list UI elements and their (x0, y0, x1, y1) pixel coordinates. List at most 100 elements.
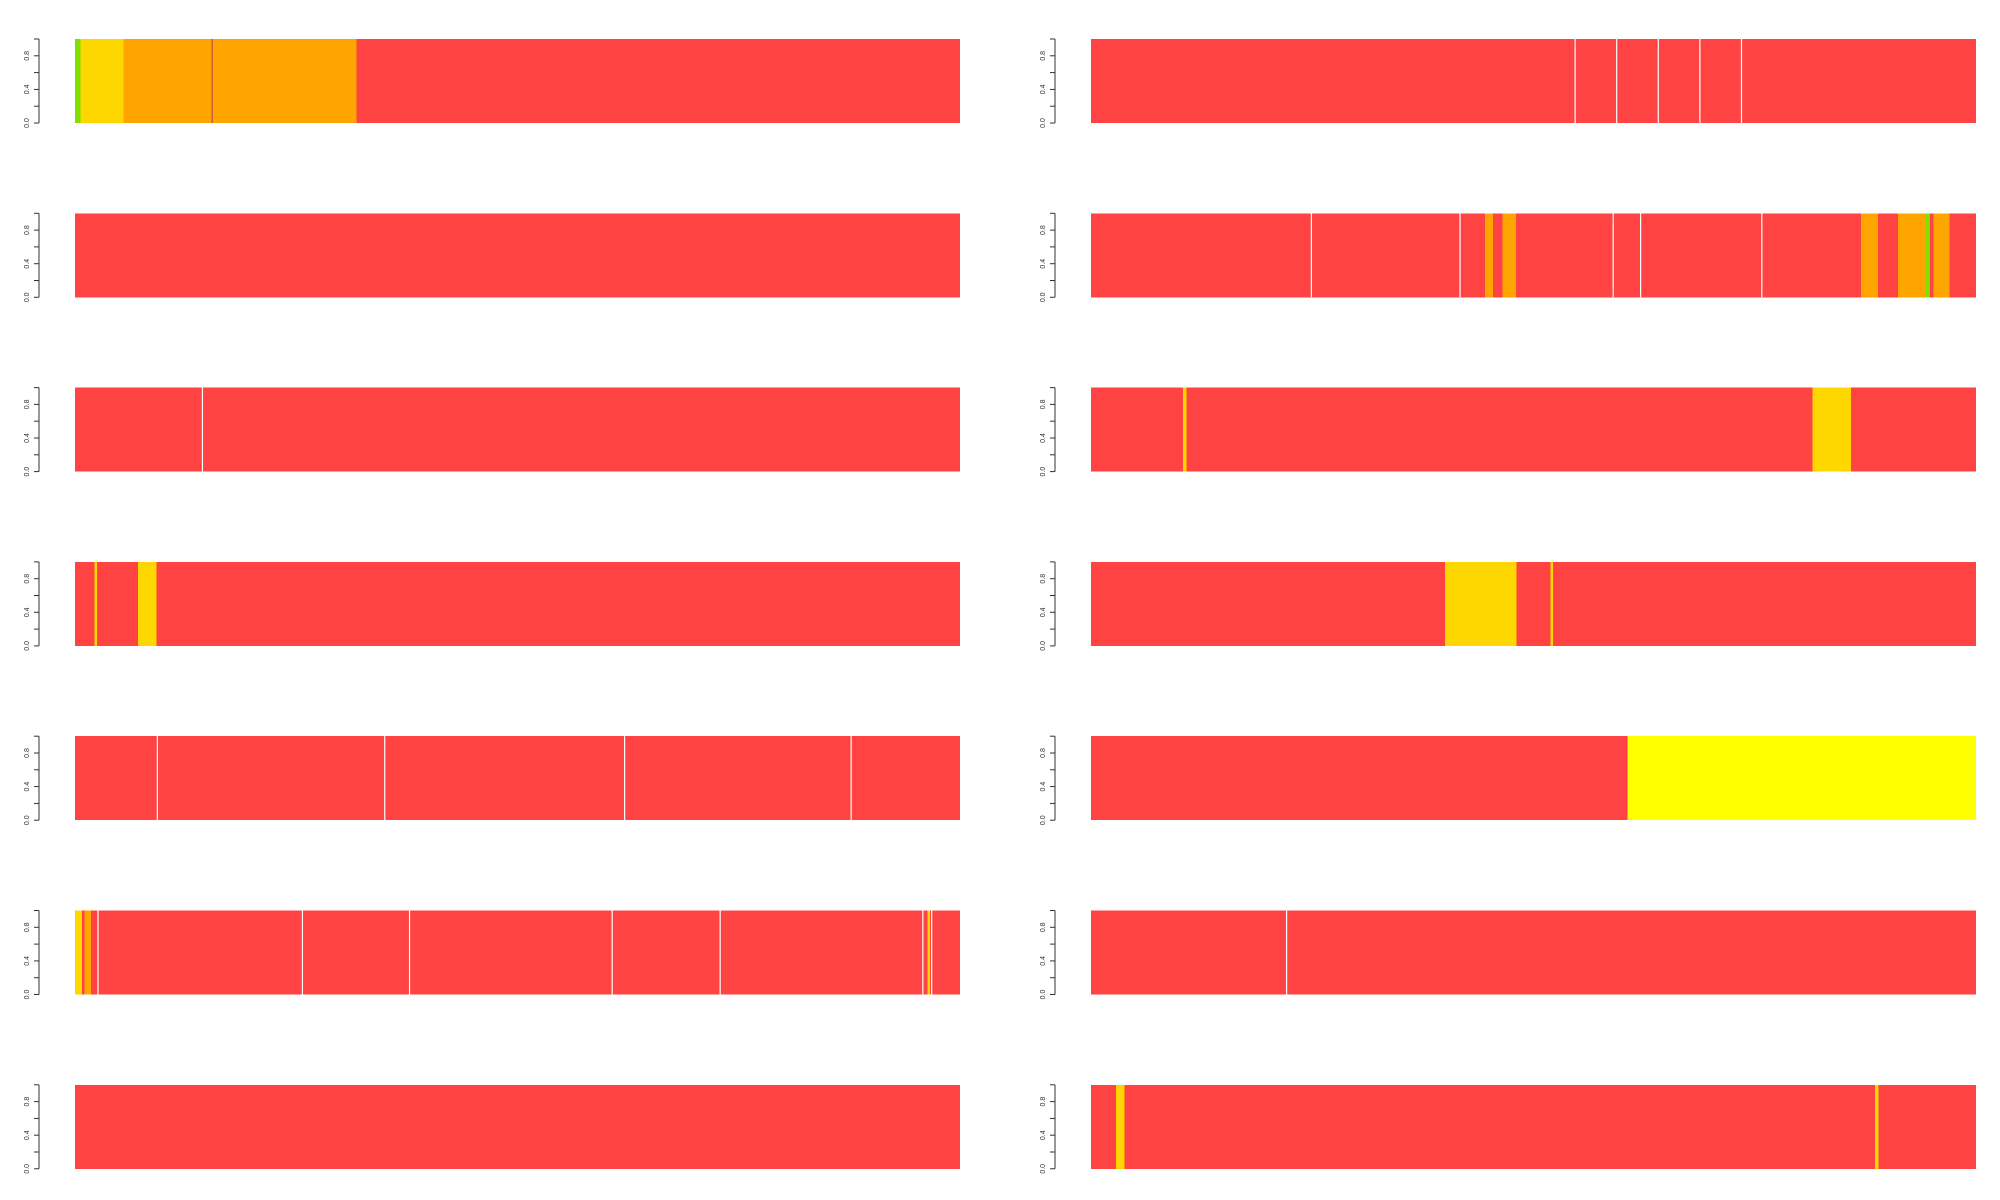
bar-segment (97, 561, 138, 646)
bar-segment (137, 561, 157, 646)
y-tick-label: 0.4 (1040, 956, 1047, 966)
y-tick-label: 0.4 (24, 956, 31, 966)
bar-segment (1550, 561, 1553, 646)
y-tick-label: 0.0 (24, 815, 31, 825)
panel-14: 0.0 0.4 0.8 (1040, 1084, 1976, 1174)
y-tick-label: 0.4 (24, 1130, 31, 1140)
bar-segment (1552, 561, 1976, 646)
bar-segment (1115, 1084, 1125, 1169)
bar-segment (1091, 213, 1461, 298)
panel-12: 0.0 0.4 0.8 (1040, 910, 1976, 1000)
y-tick-label: 0.4 (24, 433, 31, 443)
bar-segment (1929, 213, 1934, 298)
y-tick-label: 0.8 (24, 1097, 31, 1107)
bar-segment (1515, 213, 1861, 298)
bar-segment (1091, 387, 1184, 472)
bar-segment (75, 1084, 960, 1169)
bar-segment (1183, 387, 1187, 472)
panel-2: 0.0 0.4 0.8 (1040, 38, 1976, 128)
y-tick-label: 0.0 (1040, 815, 1047, 825)
bar-segment (1898, 213, 1926, 298)
panel-11: 0.0 0.4 0.8 (24, 910, 960, 1000)
panel-6: 0.0 0.4 0.8 (1040, 387, 1977, 477)
y-tick-label: 0.8 (1040, 399, 1047, 409)
bar-segment (75, 910, 83, 995)
y-tick-label: 0.8 (1040, 225, 1047, 235)
bar-segment (94, 561, 98, 646)
bar-segment (1091, 561, 1445, 646)
y-tick-label: 0.0 (24, 1164, 31, 1174)
bar-segment (1124, 1084, 1876, 1169)
y-tick-label: 0.0 (1040, 118, 1047, 128)
y-tick-label: 0.4 (24, 84, 31, 94)
y-tick-label: 0.0 (24, 641, 31, 651)
bar-segment (1091, 1084, 1116, 1169)
panel-8: 0.0 0.4 0.8 (1040, 561, 1976, 651)
y-tick-label: 0.4 (1040, 433, 1047, 443)
y-tick-label: 0.4 (1040, 607, 1047, 617)
panel-5: 0.0 0.4 0.8 (24, 387, 960, 477)
panel-4: 0.0 0.4 0.8 (1040, 212, 1976, 302)
y-tick-label: 0.8 (1040, 574, 1047, 584)
y-tick-label: 0.8 (1040, 922, 1047, 932)
y-tick-label: 0.0 (24, 292, 31, 302)
bar-segment (1186, 387, 1813, 472)
y-tick-label: 0.0 (1040, 1164, 1047, 1174)
y-tick-label: 0.8 (24, 748, 31, 758)
panel-3: 0.0 0.4 0.8 (24, 212, 960, 302)
bar-segment (98, 910, 928, 995)
y-tick-label: 0.4 (1040, 84, 1047, 94)
y-tick-label: 0.0 (1040, 467, 1047, 477)
y-tick-label: 0.8 (24, 51, 31, 61)
bar-segment (82, 910, 85, 995)
bar-segment (1925, 213, 1930, 298)
y-tick-label: 0.4 (1040, 1130, 1047, 1140)
panel-7: 0.0 0.4 0.8 (24, 561, 961, 651)
bar-segment (75, 387, 960, 472)
bar-segment (1502, 213, 1516, 298)
bar-segment (929, 910, 960, 995)
bar-segment (75, 213, 960, 298)
y-tick-label: 0.4 (24, 782, 31, 792)
bar-segment (1091, 39, 1976, 123)
bar-segment (1627, 736, 1976, 821)
bar-segment (75, 39, 81, 123)
y-tick-label: 0.4 (24, 259, 31, 269)
bar-segment (1484, 213, 1493, 298)
bar-segment (356, 39, 960, 123)
bar-segment (80, 39, 124, 123)
bar-segment (1860, 213, 1878, 298)
bar-segment (75, 561, 95, 646)
y-tick-label: 0.0 (1040, 990, 1047, 1000)
y-tick-label: 0.0 (24, 990, 31, 1000)
bar-segment (1516, 561, 1551, 646)
y-tick-label: 0.0 (24, 118, 31, 128)
y-tick-label: 0.8 (1040, 1097, 1047, 1107)
bar-segment (1877, 213, 1899, 298)
panel-10: 0.0 0.4 0.8 (1040, 735, 1976, 825)
bar-segment (1851, 387, 1977, 472)
bar-segment (156, 561, 961, 646)
panel-9: 0.0 0.4 0.8 (24, 735, 960, 825)
bar-segment (1492, 213, 1503, 298)
y-tick-label: 0.8 (1040, 748, 1047, 758)
bar-segment (212, 39, 357, 123)
bar-segment (90, 910, 99, 995)
panel-13: 0.0 0.4 0.8 (24, 1084, 960, 1174)
bar-segment (927, 910, 930, 995)
y-tick-label: 0.8 (24, 399, 31, 409)
bar-segment (1812, 387, 1852, 472)
y-tick-label: 0.0 (1040, 292, 1047, 302)
bar-segment (1091, 910, 1976, 995)
bar-segment (1445, 561, 1517, 646)
y-tick-label: 0.0 (24, 467, 31, 477)
bar-segment (1091, 736, 1628, 821)
bar-segment (1878, 1084, 1976, 1169)
y-tick-label: 0.8 (24, 574, 31, 584)
bar-segment (1875, 1084, 1879, 1169)
panel-1: 0.0 0.4 0.8 (24, 38, 960, 128)
bar-segment (84, 910, 91, 995)
bar-segment (123, 39, 213, 123)
